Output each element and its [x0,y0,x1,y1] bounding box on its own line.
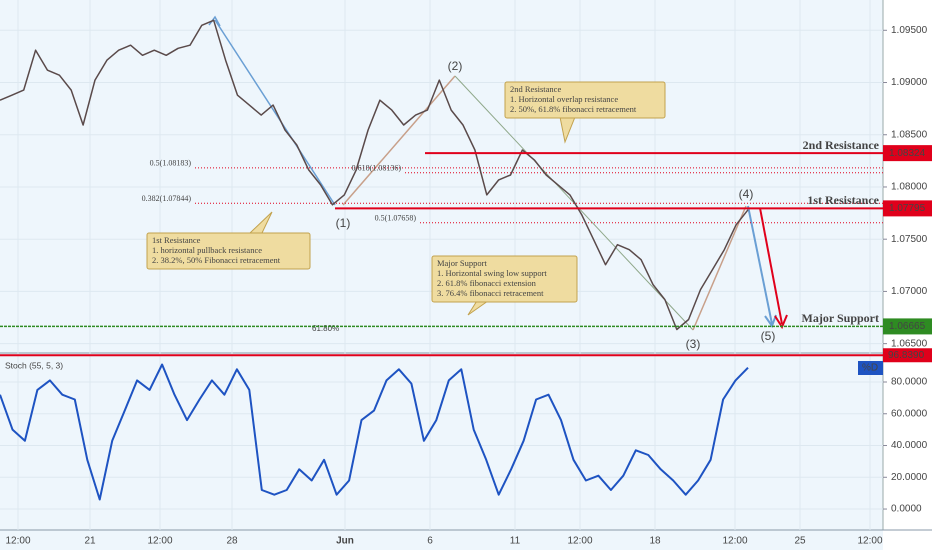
y-tick-label: 1.09000 [891,77,928,88]
level-name: Major Support [802,311,879,325]
x-tick-label: Jun [336,536,354,547]
x-tick-label: 28 [226,536,238,547]
y-tick-label: 1.07000 [891,286,928,297]
arrow-head [208,15,221,27]
wave-line [342,75,456,206]
value-tag [883,348,932,363]
series-line [0,363,749,501]
x-tick-label: 12:00 [147,536,172,547]
x-tick-label: 21 [84,536,96,547]
fib-label: 0.618(1.08136) [352,164,402,173]
value-tag-label: 96.8390 [888,350,925,361]
x-tick-label: 12:00 [567,536,592,547]
wave-label: (1) [336,216,351,230]
price-axis-bg [883,0,932,550]
y-tick-label: 0.0000 [891,504,922,515]
y-tick-label: 40.0000 [891,440,928,451]
y-tick-label: 20.0000 [891,472,928,483]
callout-text: 1. Horizontal swing low support [437,268,547,278]
callout-text: 2. 38.2%, 50% Fibonacci retracement [152,255,281,265]
price-tag-label: 1.08324 [889,148,926,159]
x-tick-label: 6 [427,536,433,547]
indicator-title: Stoch (55, 5, 3) [5,360,63,370]
x-tick-label: 18 [649,536,661,547]
fib-label: 0.5(1.08183) [150,159,192,168]
x-tick-label: 12:00 [857,536,882,547]
wave-label: (3) [686,337,701,351]
x-tick-label: 11 [510,536,521,547]
wave-arrow [214,19,336,206]
fib-label: 0.5(1.07658) [375,214,417,223]
y-tick-label: 1.07500 [891,234,928,245]
y-tick-label: 60.0000 [891,408,928,419]
price-tag-label: 1.07795 [889,203,926,214]
y-tick-label: 1.08500 [891,129,928,140]
y-tick-label: 1.09500 [891,25,928,36]
callout-text: 1. horizontal pullback resistance [152,245,262,255]
callout-text: 1. Horizontal overlap resistance [510,94,618,104]
callout-text: 1st Resistance [152,235,201,245]
drawings [146,15,788,331]
x-tick-label: 12:00 [5,536,30,547]
callout-text: Major Support [437,258,487,268]
wave-label: (5) [761,329,776,343]
y-tick-label: 80.0000 [891,377,928,388]
legend-label: %D [862,363,878,374]
projection-arrow [759,207,783,325]
y-tick-label: 1.06500 [891,338,928,349]
y-tick-label: 1.08000 [891,182,928,193]
callout-box [146,232,311,270]
level-name: 2nd Resistance [803,138,880,152]
x-tick-label: 25 [794,536,806,547]
wave-label: (2) [448,59,463,73]
price-tag [883,318,932,335]
series-line [0,19,749,331]
price-tag-label: 1.06665 [889,321,926,332]
callout-text: 2. 50%, 61.8% fibonacci retracement [510,104,637,114]
fib-label: 0.382(1.07844) [142,194,192,203]
callout-text: 2. 61.8% fibonacci extension [437,278,537,288]
callout-text: 2nd Resistance [510,84,561,94]
wave-line [692,205,747,331]
legend-tag [858,361,883,375]
price-tag [883,145,932,162]
price-tag [883,200,932,217]
callout-text: 3. 76.4% fibonacci retracement [437,288,544,298]
level-name: 1st Resistance [807,193,879,207]
projection-arrow [747,205,773,325]
extension-label: 61.80% [312,324,339,333]
wave-label: (4) [739,187,754,201]
callout-box [504,81,666,119]
callout-box [431,255,578,303]
x-tick-label: 12:00 [722,536,747,547]
